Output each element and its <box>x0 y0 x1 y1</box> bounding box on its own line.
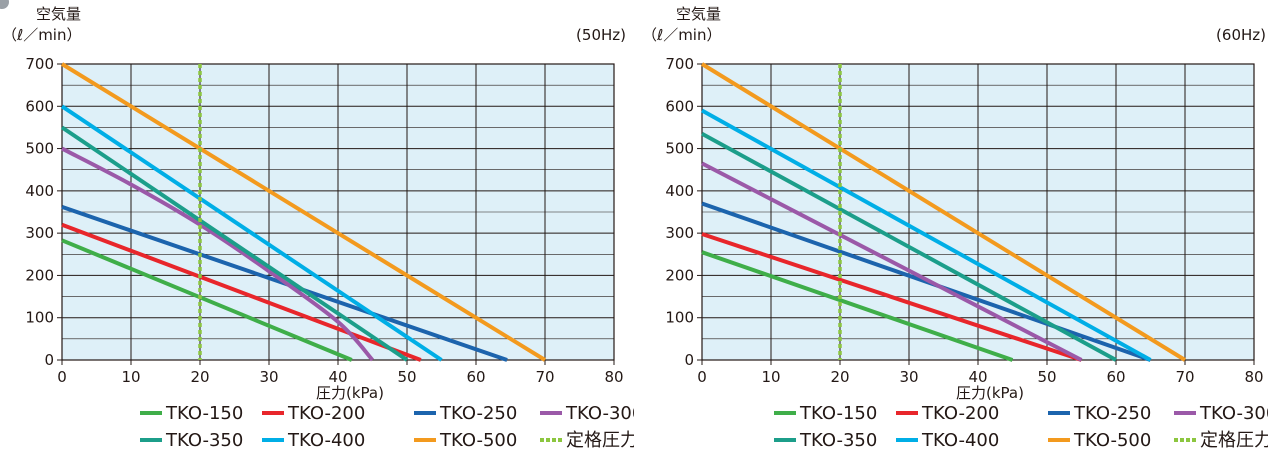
legend-label: 定格圧力 <box>566 430 634 451</box>
series-line-tko-400 <box>60 104 443 362</box>
x-axis-title: 圧力(kPa) <box>316 384 384 402</box>
y-tick-label: 200 <box>665 266 694 284</box>
y-tick-label: 400 <box>25 182 54 200</box>
series-line-tko-350 <box>60 125 409 362</box>
x-axis-title: 圧力(kPa) <box>956 384 1024 402</box>
legend-label: TKO-250 <box>1073 403 1151 424</box>
legend-label: TKO-400 <box>287 430 365 451</box>
x-tick-label: 60 <box>1106 368 1125 386</box>
x-tick-label: 50 <box>1037 368 1056 386</box>
series-line-tko-500 <box>60 62 547 362</box>
legend-label: TKO-350 <box>799 430 877 451</box>
y-tick-label: 100 <box>25 309 54 327</box>
y-axis-title: 空気量 <box>36 5 81 23</box>
x-tick-label: 30 <box>259 368 278 386</box>
y-tick-label: 600 <box>25 97 54 115</box>
plot-frame <box>61 63 615 361</box>
legend-label: TKO-350 <box>165 430 243 451</box>
legend-label: TKO-150 <box>165 403 243 424</box>
y-tick-label: 200 <box>25 266 54 284</box>
series-line-tko-300 <box>61 146 375 362</box>
x-tick-label: 20 <box>830 368 849 386</box>
legend-label: 定格圧力 <box>1200 430 1268 451</box>
y-axis-unit: （ℓ／min） <box>2 26 81 44</box>
x-tick-label: 60 <box>466 368 485 386</box>
legend-label: TKO-400 <box>921 430 999 451</box>
corner-decoration <box>0 0 10 10</box>
y-tick-label: 0 <box>44 351 54 369</box>
x-tick-label: 70 <box>1175 368 1194 386</box>
y-tick-label: 300 <box>25 224 54 242</box>
y-axis-unit: （ℓ／min） <box>642 26 721 44</box>
x-tick-label: 40 <box>328 368 347 386</box>
series-line-tko-350 <box>701 132 1117 362</box>
y-tick-label: 0 <box>684 351 694 369</box>
y-tick-label: 600 <box>665 97 694 115</box>
series-line-tko-500 <box>700 62 1187 362</box>
y-axis-title: 空気量 <box>676 5 721 23</box>
legend-label: TKO-500 <box>1073 430 1151 451</box>
legend-label: TKO-200 <box>921 403 999 424</box>
legend-label: TKO-300 <box>1199 403 1268 424</box>
x-tick-label: 10 <box>761 368 780 386</box>
y-tick-label: 700 <box>25 55 54 73</box>
x-tick-label: 70 <box>535 368 554 386</box>
y-tick-label: 300 <box>665 224 694 242</box>
y-tick-label: 400 <box>665 182 694 200</box>
legend-label: TKO-300 <box>565 403 634 424</box>
x-tick-label: 10 <box>121 368 140 386</box>
chart-panel-50hz: 0 10 20 30 40 50 60 70 80 0 100 200 300 400 500 600 700 空… <box>2 5 634 451</box>
legend-label: TKO-250 <box>439 403 517 424</box>
y-tick-label: 500 <box>665 140 694 158</box>
chart-panel-60hz: 0 10 20 30 40 50 60 70 80 0 100 200 300 400 500 600 700 空… <box>634 0 1268 454</box>
frequency-label: (50Hz) <box>576 26 626 44</box>
x-tick-label: 50 <box>397 368 416 386</box>
x-tick-label: 0 <box>57 368 67 386</box>
legend-label: TKO-200 <box>287 403 365 424</box>
legend-label: TKO-500 <box>439 430 517 451</box>
x-tick-label: 20 <box>190 368 209 386</box>
x-tick-label: 80 <box>1244 368 1263 386</box>
x-tick-label: 80 <box>604 368 623 386</box>
series-line-tko-200 <box>61 222 422 362</box>
series-line-tko-200 <box>701 232 1083 362</box>
x-tick-label: 30 <box>899 368 918 386</box>
series-line-tko-150 <box>61 238 353 362</box>
plot-frame <box>701 63 1255 361</box>
x-tick-label: 0 <box>697 368 707 386</box>
x-tick-label: 40 <box>968 368 987 386</box>
series-line-tko-400 <box>701 108 1152 362</box>
series-line-tko-150 <box>701 250 1014 362</box>
chart-50hz: 0 10 20 30 40 50 60 70 80 0 100 200 300 400 500 600 700 空… <box>2 5 634 451</box>
series-line-tko-300 <box>701 161 1083 362</box>
legend-label: TKO-150 <box>799 403 877 424</box>
y-tick-label: 700 <box>665 55 694 73</box>
chart-60hz: 0 10 20 30 40 50 60 70 80 0 100 200 300 400 500 600 700 空… <box>642 5 1268 451</box>
y-tick-label: 100 <box>665 309 694 327</box>
y-tick-label: 500 <box>25 140 54 158</box>
frequency-label: (60Hz) <box>1216 26 1266 44</box>
